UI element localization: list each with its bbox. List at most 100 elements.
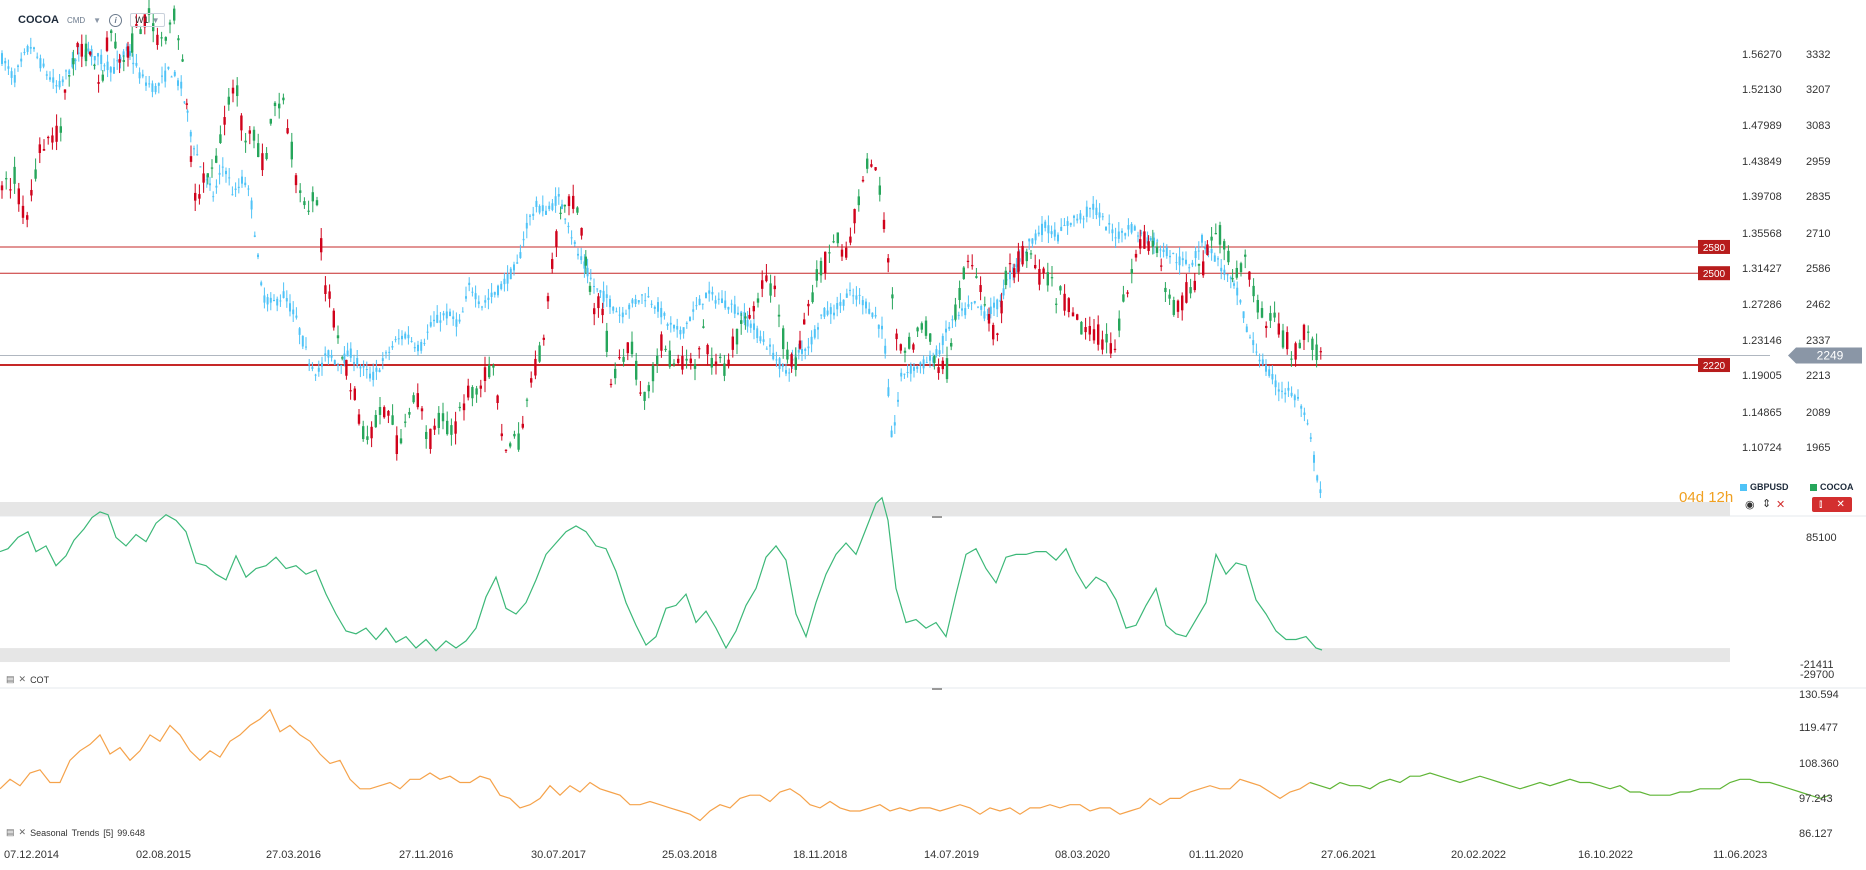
settings-icon[interactable]: ▤: [6, 827, 15, 837]
gbpusd-candle: [977, 306, 979, 308]
cocoa-candle: [748, 314, 751, 319]
cocoa-candle: [630, 341, 634, 355]
close-icon[interactable]: ✕: [18, 827, 27, 837]
gbpusd-candle: [186, 110, 189, 113]
gbpusd-candle: [263, 295, 266, 303]
gbpusd-candle: [423, 342, 426, 344]
gbpusd-candle: [845, 293, 848, 298]
series-settings-button[interactable]: ⫾ ✕: [1812, 497, 1852, 512]
legend-cocoa[interactable]: COCOA: [1810, 482, 1854, 492]
symbol-label[interactable]: COCOA: [18, 14, 59, 26]
gbpusd-candle: [1165, 247, 1168, 257]
cocoa-candle: [387, 410, 390, 416]
gbpusd-candle: [650, 303, 653, 305]
gbpusd-candle: [596, 288, 599, 290]
current-price-tag: [1788, 347, 1862, 364]
gbpusd-candle: [4, 60, 7, 64]
cocoa-candle: [656, 355, 659, 365]
gbpusd-candle: [525, 222, 528, 229]
cocoa-axis-tick: 2586: [1806, 263, 1830, 275]
cocoa-candle: [790, 354, 793, 367]
gbpusd-candle: [730, 303, 733, 305]
timeframe-select[interactable]: W1 ▼: [130, 13, 165, 27]
x-axis-tick: 25.03.2018: [662, 849, 717, 861]
close-icon[interactable]: ✕: [18, 674, 27, 684]
gbpusd-candle: [890, 430, 893, 438]
gbpusd-axis-tick: 1.19005: [1742, 370, 1782, 382]
gbpusd-candle: [122, 51, 125, 58]
cocoa-axis-tick: 2089: [1806, 407, 1830, 419]
cocoa-candle: [832, 241, 835, 243]
close-icon[interactable]: ✕: [1776, 499, 1786, 511]
cocoa-candle: [1008, 263, 1012, 265]
gbpusd-candle: [7, 66, 10, 69]
gbpusd-candle: [631, 299, 634, 304]
gbpusd-candle: [785, 370, 787, 374]
cocoa-candle: [1025, 251, 1028, 262]
gbpusd-candle: [282, 291, 285, 298]
gbpusd-candle: [548, 205, 551, 210]
settings-icon[interactable]: ▤: [6, 674, 15, 684]
eye-icon[interactable]: ◉: [1745, 499, 1755, 511]
gbpusd-candle: [477, 301, 480, 305]
cocoa-candle: [89, 51, 92, 55]
seasonal-axis-tick: 86.127: [1799, 828, 1833, 840]
gbpusd-candle: [333, 360, 336, 365]
gbpusd-candle: [1197, 250, 1200, 252]
gbpusd-candle: [237, 186, 240, 188]
cocoa-candle: [555, 231, 558, 248]
cocoa-candle: [168, 22, 172, 25]
cocoa-candle: [534, 358, 537, 376]
cocoa-candle: [425, 431, 428, 440]
cocoa-candle: [836, 232, 839, 244]
cocoa-candle: [777, 314, 781, 317]
gbpusd-candle: [593, 285, 595, 287]
cocoa-candle: [198, 194, 201, 199]
info-icon[interactable]: i: [109, 13, 123, 27]
reorder-icon[interactable]: ⇕: [1762, 498, 1772, 510]
cocoa-candle: [156, 34, 159, 45]
cocoa-candle: [1218, 225, 1222, 245]
cocoa-candle: [660, 334, 663, 351]
cocoa-candle: [1202, 261, 1205, 276]
trends-label: Trends: [71, 827, 100, 838]
cocoa-candle: [1164, 287, 1167, 293]
cocoa-candle: [828, 252, 831, 254]
gbpusd-candle: [503, 278, 506, 285]
cocoa-candle: [1139, 239, 1142, 249]
seasonal-pane-label[interactable]: ▤ ✕ Seasonal Trends [5] 99.648: [6, 827, 145, 838]
gbpusd-candle: [36, 56, 39, 58]
cocoa-candle: [1172, 300, 1175, 315]
gbpusd-candle: [1181, 258, 1184, 261]
cocoa-candle: [882, 219, 886, 230]
gbpusd-candle: [1060, 226, 1063, 231]
cocoa-candle: [17, 188, 20, 205]
cocoa-candle: [143, 14, 146, 28]
cocoa-candle: [1311, 338, 1314, 350]
gbpusd-candle: [1069, 222, 1072, 226]
cocoa-candle: [920, 323, 923, 330]
gbpusd-candle: [413, 347, 416, 349]
gbpusd-axis-tick: 1.14865: [1742, 407, 1782, 419]
gbpusd-candle: [753, 323, 755, 330]
cocoa-candle: [206, 173, 209, 178]
cocoa-candle: [194, 192, 197, 201]
gbpusd-candle: [573, 241, 576, 244]
gbpusd-candle: [714, 300, 717, 304]
cocoa-candle: [580, 227, 583, 236]
gbpusd-candle: [801, 349, 803, 354]
x-axis-tick: 16.10.2022: [1578, 849, 1633, 861]
cot-pane-label[interactable]: ▤ ✕ COT: [6, 674, 49, 685]
gbpusd-candle: [906, 372, 909, 374]
gbpusd-candle: [941, 335, 944, 346]
x-axis-tick: 11.06.2023: [1713, 849, 1767, 861]
cocoa-candle: [55, 125, 58, 142]
legend-gbpusd[interactable]: GBPUSD: [1740, 482, 1789, 492]
gbpusd-candle: [273, 300, 275, 302]
cocoa-candle: [446, 420, 449, 435]
cocoa-candle: [391, 415, 394, 425]
cocoa-candle: [1155, 246, 1159, 253]
cocoa-candle: [1193, 280, 1196, 291]
chevron-down-icon[interactable]: ▼: [93, 15, 102, 25]
